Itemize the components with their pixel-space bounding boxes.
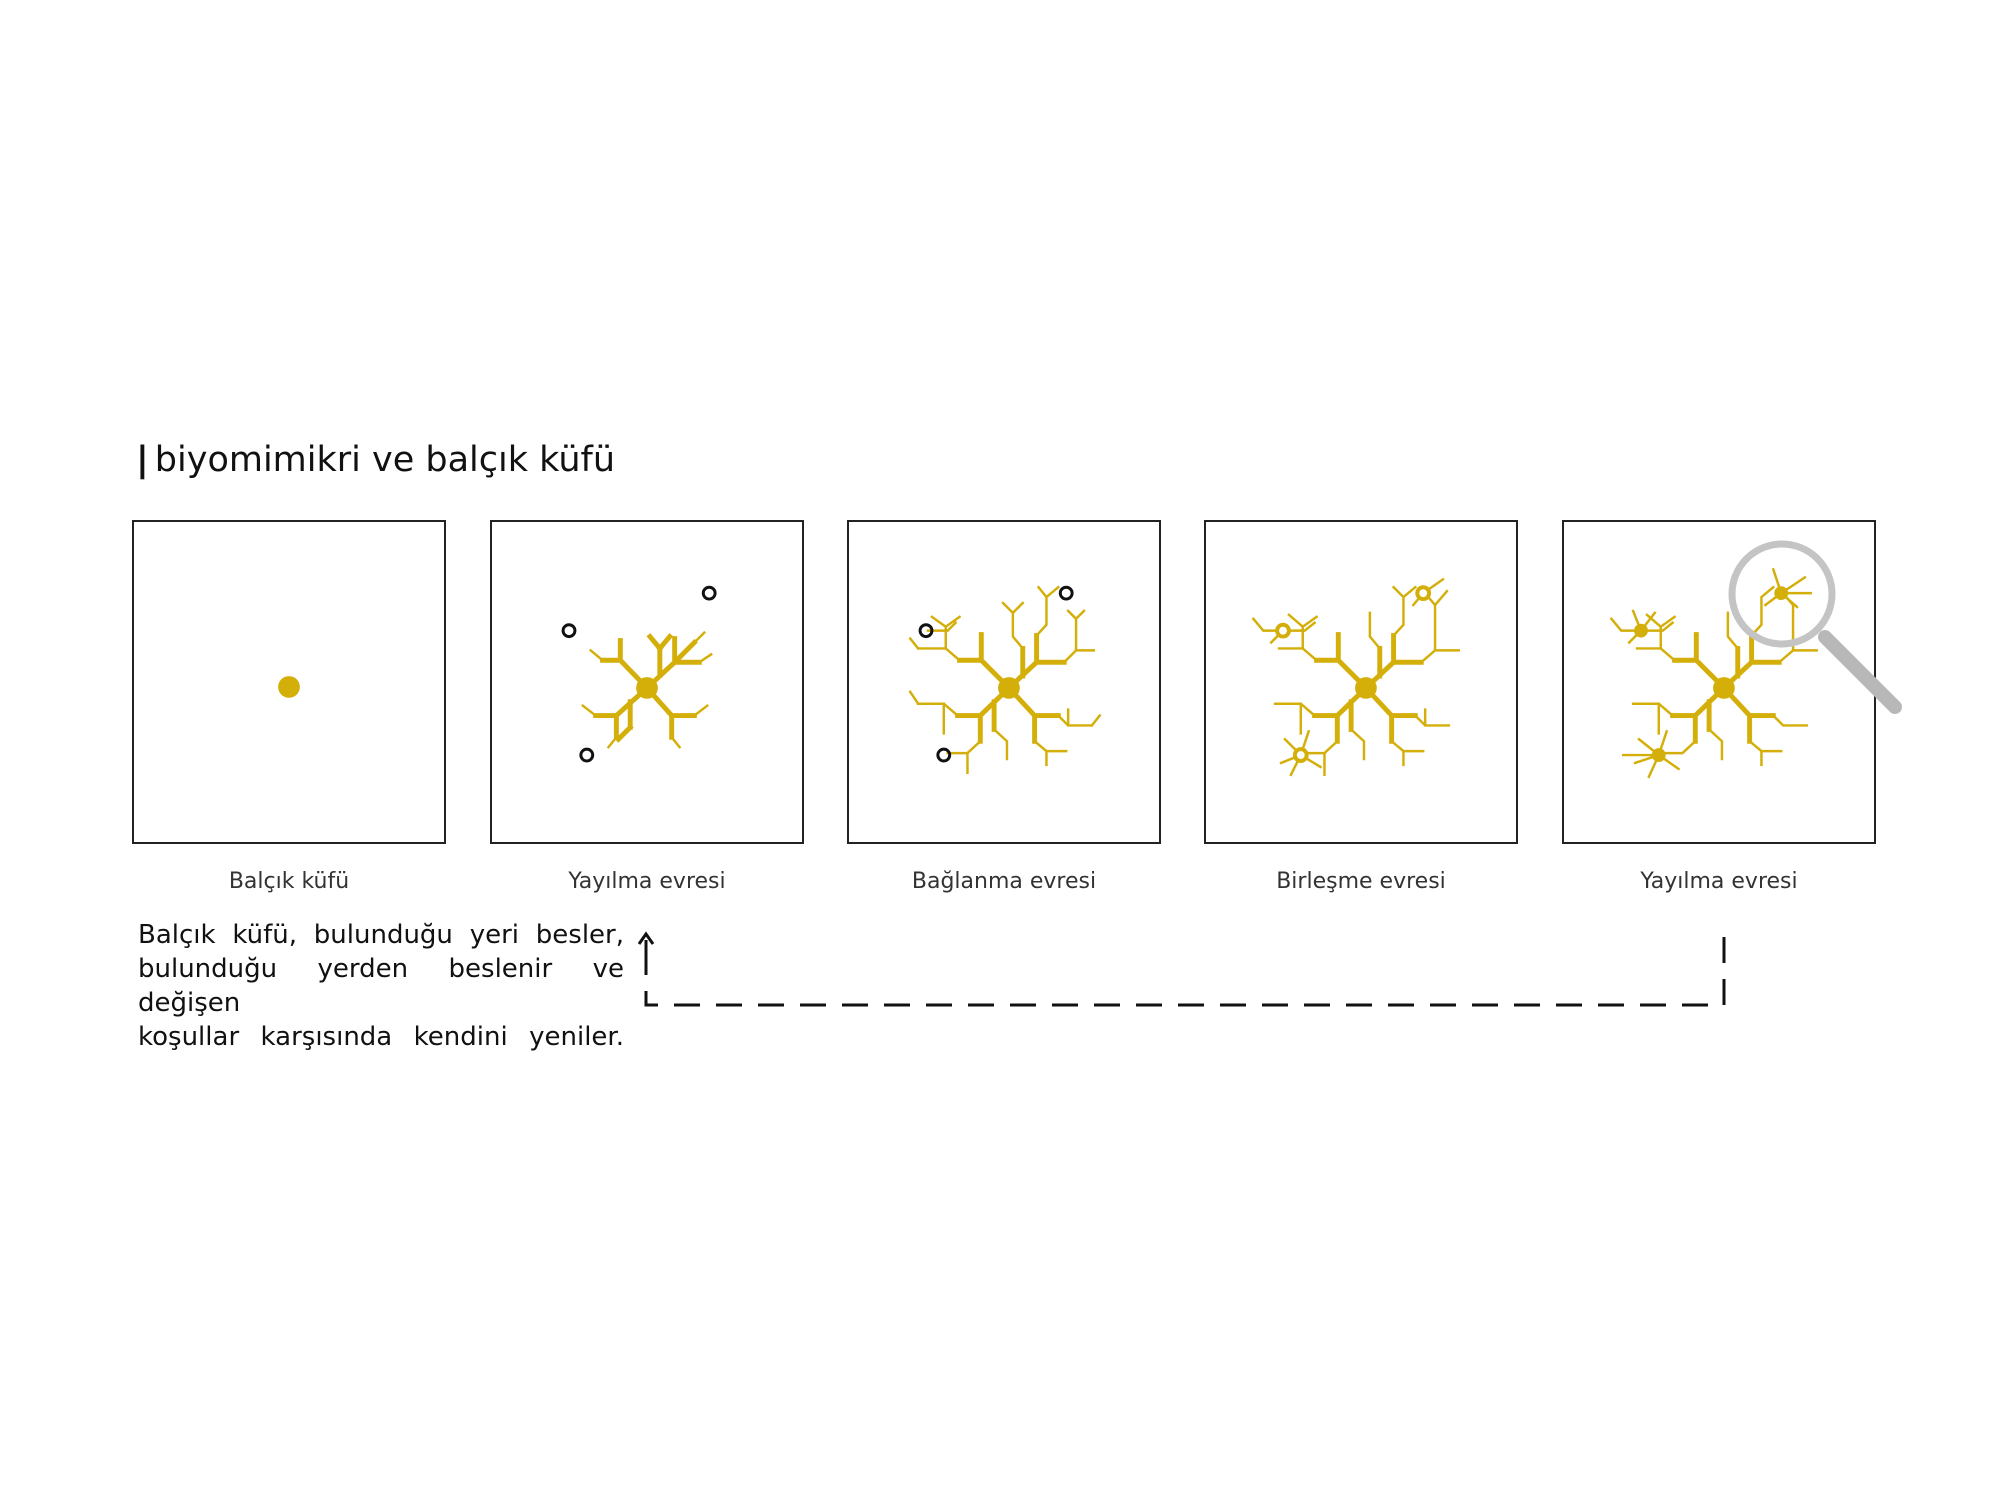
food-source-ring [561, 623, 577, 639]
slime-mold-dot-illustration [278, 676, 300, 698]
panel-slime-mold [132, 520, 446, 844]
panel-merge-phase [1204, 520, 1518, 844]
caption-panel-4: Birleşme evresi [1276, 869, 1446, 894]
absorbed-food-ring [1415, 585, 1432, 602]
new-nucleus [1774, 586, 1789, 601]
food-source-ring [701, 585, 717, 601]
caption-panel-1: Balçık küfü [228, 869, 350, 894]
new-nucleus [1651, 748, 1666, 762]
slime-mold-nucleus [1713, 677, 1735, 699]
renewed-network-illustration [1609, 567, 1818, 779]
slime-mold-nucleus [998, 677, 1020, 699]
panel-spread-phase-renewed [1562, 520, 1876, 844]
slime-mold-nucleus [1355, 677, 1377, 699]
spread-network-illustration [561, 585, 717, 763]
food-source-ring [1058, 585, 1074, 601]
description-line-1: Balçık küfü, bulunduğu yeri besler, [138, 920, 624, 950]
absorbed-food-ring [1292, 747, 1309, 763]
slime-mold-nucleus [636, 677, 658, 699]
caption-panel-3: Bağlanma evresi [911, 869, 1097, 894]
panel-connection-phase [847, 520, 1161, 844]
merge-network-illustration [1251, 577, 1460, 777]
diagram-title: | biyomimikri ve balçık küfü [136, 440, 616, 480]
caption-panel-5: Yayılma evresi [1640, 869, 1798, 894]
caption-panel-2: Yayılma evresi [568, 869, 726, 894]
slime-mold-nucleus [278, 676, 300, 698]
description-text: Balçık küfü, bulunduğu yeri besler, bulu… [138, 918, 624, 1054]
panel-spread-phase [490, 520, 804, 844]
food-source-ring [936, 747, 952, 763]
new-nucleus [1634, 623, 1648, 638]
food-source-ring [579, 747, 595, 763]
connection-network-illustration [908, 585, 1102, 775]
description-line-2: bulunduğu yerden beslenir ve değişen [138, 954, 624, 1018]
food-source-ring [918, 623, 934, 639]
absorbed-food-ring [1275, 622, 1291, 639]
description-line-3: koşullar karşısında kendini yeniler. [138, 1022, 624, 1052]
